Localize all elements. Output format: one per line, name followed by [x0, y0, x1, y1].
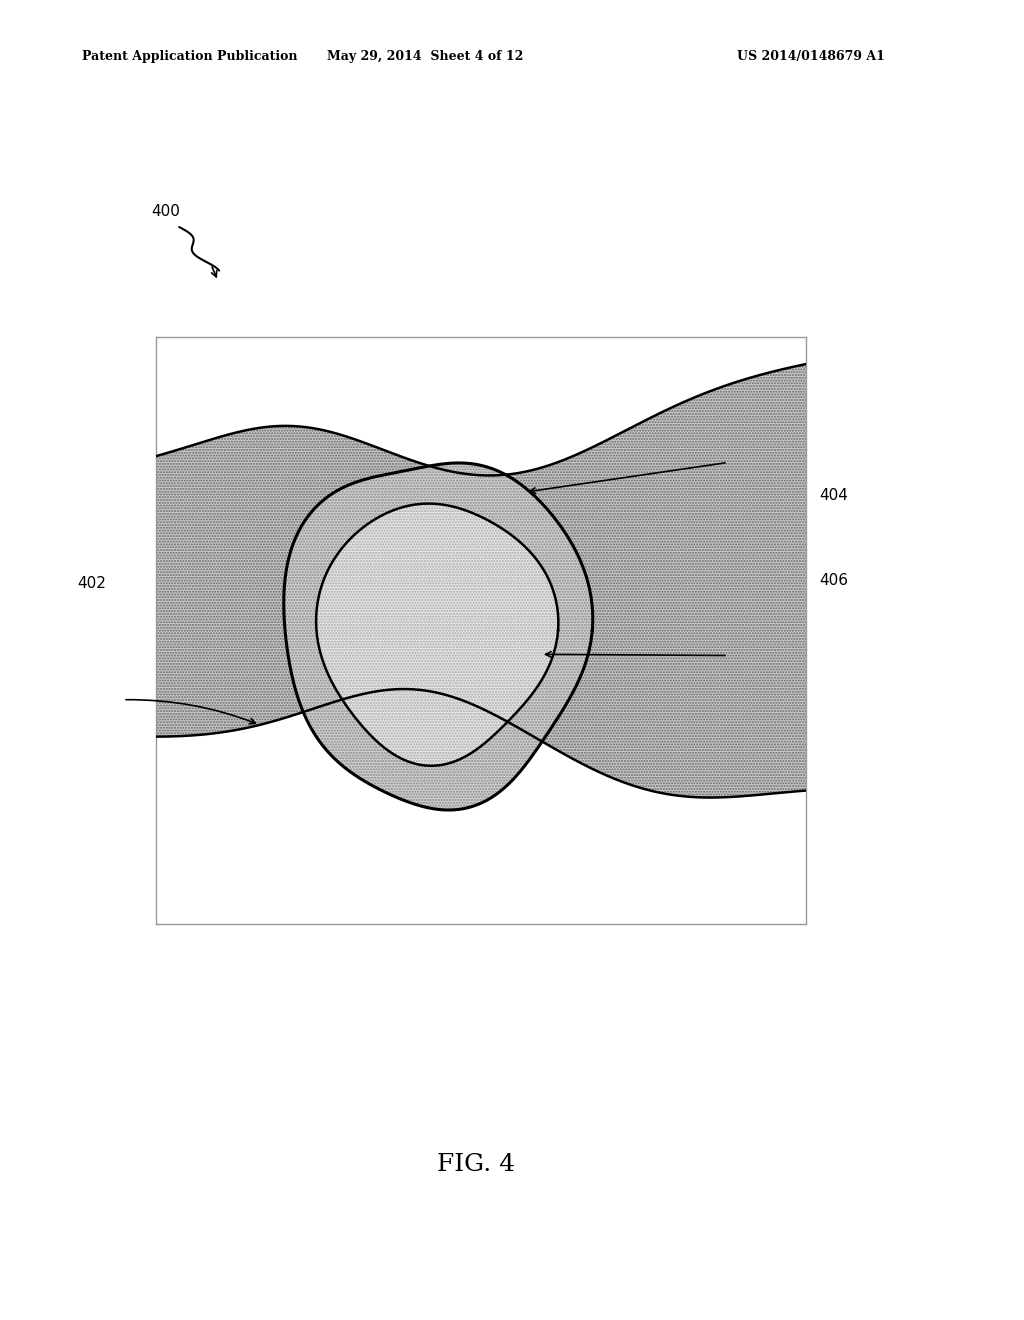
Text: May 29, 2014  Sheet 4 of 12: May 29, 2014 Sheet 4 of 12 [327, 50, 523, 63]
Text: 406: 406 [819, 573, 848, 589]
Text: Patent Application Publication: Patent Application Publication [82, 50, 297, 63]
Text: 402: 402 [77, 576, 105, 591]
Text: FIG. 4: FIG. 4 [437, 1152, 515, 1176]
Polygon shape [316, 504, 558, 766]
Polygon shape [284, 463, 593, 810]
Text: US 2014/0148679 A1: US 2014/0148679 A1 [737, 50, 885, 63]
Text: 404: 404 [819, 487, 848, 503]
Text: 400: 400 [152, 203, 180, 219]
